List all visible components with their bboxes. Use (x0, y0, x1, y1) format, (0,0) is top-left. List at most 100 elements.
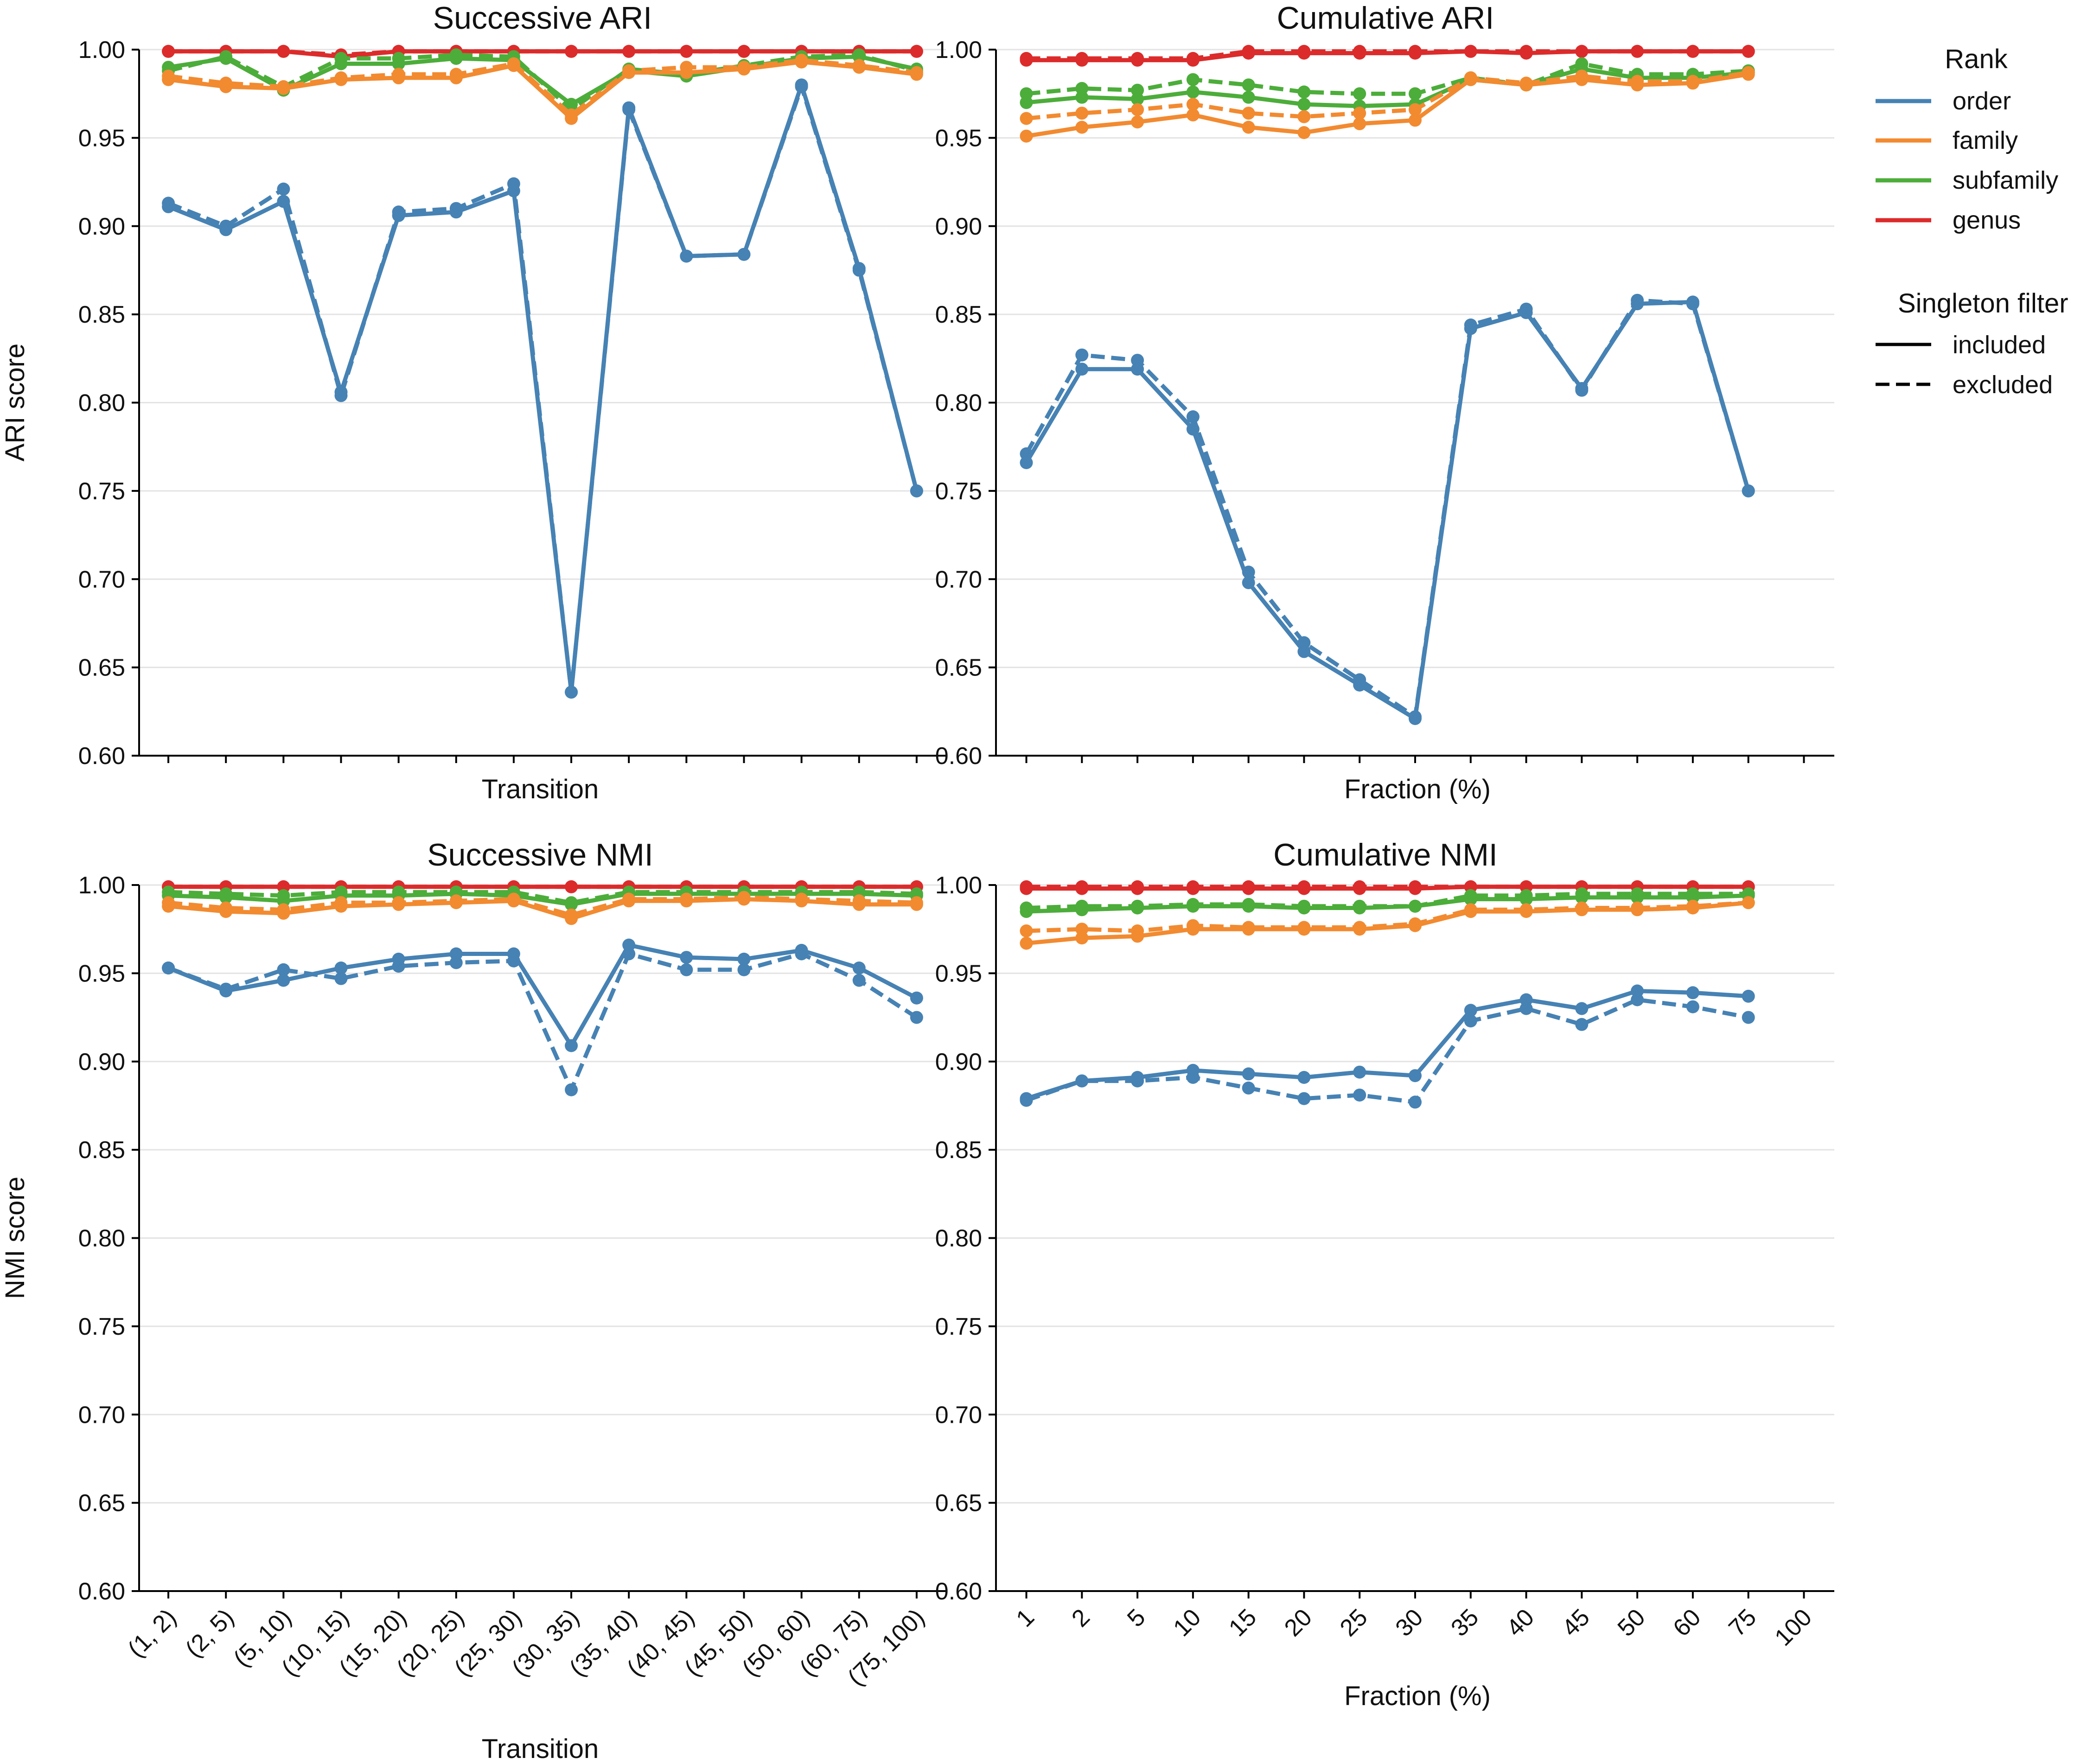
successive-nmi-ytick-label: 1.00 (78, 872, 125, 899)
successive-ari-line-order-included (167, 83, 919, 694)
cumulative-nmi-point-genus-included (1020, 882, 1033, 895)
successive-ari-ytick-label: 0.60 (78, 743, 125, 770)
cumulative-ari-point-family-included (1742, 68, 1755, 81)
successive-nmi-point-family-included (277, 906, 290, 920)
cumulative-ari-point-subfamily-included (1186, 85, 1200, 99)
successive-ari-ytick-label: 0.80 (78, 390, 125, 417)
successive-ari-point-genus-included (565, 45, 578, 58)
successive-ari-point-order-included (910, 484, 923, 497)
cumulative-ari-point-family-excluded (1131, 103, 1144, 116)
legend-label-subfamily: subfamily (1953, 166, 2058, 194)
cumulative-nmi-point-family-included (1519, 905, 1533, 918)
cumulative-nmi-point-subfamily-included (1631, 891, 1644, 904)
cumulative-nmi-point-order-included (1075, 1074, 1089, 1088)
successive-nmi-point-order-excluded (680, 963, 693, 976)
cumulative-nmi-ytick-label: 0.70 (935, 1401, 982, 1428)
cumulative-nmi-point-family-included (1742, 896, 1755, 910)
xlabel-successive-nmi: Transition (482, 1734, 599, 1764)
cumulative-ari-point-subfamily-included (1020, 96, 1033, 109)
cumulative-nmi-ytick-label: 0.75 (935, 1313, 982, 1340)
cumulative-ari-ytick-label: 0.65 (935, 655, 982, 681)
successive-ari-point-order-included (392, 209, 405, 222)
cumulative-nmi-point-family-included (1020, 936, 1033, 950)
cumulative-nmi-ytick-label: 0.95 (935, 960, 982, 987)
cumulative-ari-point-order-included (1631, 297, 1644, 311)
cumulative-ari-point-family-included (1020, 129, 1033, 143)
cumulative-ari-point-genus-included (1186, 53, 1200, 67)
title-cumulative-ari: Cumulative ARI (1277, 0, 1494, 36)
cumulative-ari-point-order-included (1075, 363, 1089, 376)
legend-label-excluded: excluded (1953, 371, 2053, 399)
panel-cumulative-nmi: 0.600.650.700.750.800.850.900.951.001 2 5 1… (935, 837, 1834, 1711)
cumulative-ari-point-order-included (1186, 422, 1200, 436)
successive-ari-ytick-label: 0.95 (78, 125, 125, 152)
cumulative-ari-point-family-included (1353, 117, 1366, 130)
cumulative-ari-point-order-included (1242, 576, 1255, 589)
cumulative-ari-point-family-excluded (1353, 107, 1366, 120)
cumulative-ari-point-subfamily-included (1242, 90, 1255, 104)
successive-ari-ytick-label: 0.75 (78, 478, 125, 505)
cumulative-ari-point-family-included (1297, 126, 1311, 139)
successive-ari-point-genus-included (737, 45, 751, 58)
cumulative-nmi-point-order-included (1297, 1071, 1311, 1084)
cumulative-ari-ytick-label: 0.60 (935, 743, 982, 770)
successive-ari-point-order-included (622, 101, 636, 115)
cumulative-ari-point-order-included (1464, 322, 1477, 335)
panel-successive-ari: 0.60 0.65 0.70 0.75 0.80 0.85 0.90 0.95 1.00 Suc… (0, 0, 946, 804)
cumulative-nmi-line-order-included (1026, 989, 1749, 1101)
successive-nmi-point-family-included (507, 894, 520, 908)
successive-ari-point-subfamily-included (392, 57, 405, 70)
cumulative-ari-ytick-label: 0.80 (935, 390, 982, 417)
successive-nmi-ytick-label: 0.85 (78, 1137, 125, 1164)
cumulative-ari-point-family-included (1575, 73, 1589, 86)
successive-ari-ytick-label: 0.70 (78, 566, 125, 593)
cumulative-nmi-ytick-label: 0.65 (935, 1490, 982, 1517)
cumulative-ari-point-family-included (1242, 121, 1255, 134)
cumulative-nmi-point-order-included (1686, 986, 1699, 1000)
cumulative-ari-point-order-included (1409, 712, 1422, 725)
cumulative-ari-point-order-included (1686, 295, 1699, 309)
legend-label-family: family (1953, 127, 2018, 154)
cumulative-nmi-point-family-included (1242, 923, 1255, 936)
cumulative-ari-point-order-included (1020, 456, 1033, 469)
title-cumulative-nmi: Cumulative NMI (1273, 837, 1498, 872)
cumulative-ari-point-family-excluded (1020, 112, 1033, 125)
cumulative-ari-ytick-label: 1.00 (935, 37, 982, 64)
successive-nmi-point-order-included (737, 952, 751, 966)
cumulative-ari-point-genus-included (1242, 46, 1255, 60)
panel-cumulative-ari: 0.60 0.65 0.70 0.75 0.80 0.85 0.90 0.95 1.00 Cum… (935, 0, 1834, 804)
cumulative-nmi-point-order-excluded (1686, 1000, 1699, 1013)
cumulative-nmi-point-subfamily-included (1020, 905, 1033, 918)
cumulative-nmi-point-order-excluded (1464, 1014, 1477, 1028)
successive-ari-point-family-included (910, 68, 923, 81)
successive-ari-line-order-excluded (167, 84, 919, 694)
plot-successive-ari: 0.60 0.65 0.70 0.75 0.80 0.85 0.90 0.95 1.00 (78, 37, 946, 770)
cumulative-nmi-point-family-included (1131, 930, 1144, 943)
cumulative-nmi-point-subfamily-included (1409, 899, 1422, 913)
cumulative-ari-point-subfamily-excluded (1242, 78, 1255, 92)
cumulative-ari-point-family-included (1464, 73, 1477, 86)
cumulative-nmi-point-genus-included (1409, 882, 1422, 895)
successive-nmi-point-family-included (737, 892, 751, 906)
cumulative-nmi-line-subfamily-included (1026, 893, 1749, 914)
cumulative-nmi-point-genus-included (1131, 882, 1144, 895)
cumulative-ari-ytick-label: 0.70 (935, 566, 982, 593)
cumulative-ari-ytick-label: 0.95 (935, 125, 982, 152)
cumulative-nmi-point-subfamily-included (1075, 903, 1089, 917)
cumulative-nmi-point-subfamily-included (1519, 892, 1533, 906)
cumulative-ari-point-order-included (1297, 645, 1311, 658)
cumulative-nmi-point-order-included (1186, 1063, 1200, 1077)
legend-filter-title: Singleton filter (1898, 288, 2068, 318)
successive-nmi-point-order-excluded (852, 974, 866, 987)
successive-nmi-ytick-label: 0.65 (78, 1490, 125, 1517)
successive-nmi-point-family-included (622, 894, 636, 908)
legend-label-included: included (1953, 331, 2046, 359)
successive-nmi-line-family-included (168, 897, 917, 921)
cumulative-ari-point-order-included (1131, 363, 1144, 376)
successive-nmi-point-subfamily-included (565, 898, 578, 911)
cumulative-ari-point-genus-included (1464, 45, 1477, 58)
cumulative-nmi-point-subfamily-included (1131, 901, 1144, 915)
cumulative-ari-point-subfamily-excluded (1353, 87, 1366, 101)
cumulative-ari-point-family-included (1686, 76, 1699, 90)
